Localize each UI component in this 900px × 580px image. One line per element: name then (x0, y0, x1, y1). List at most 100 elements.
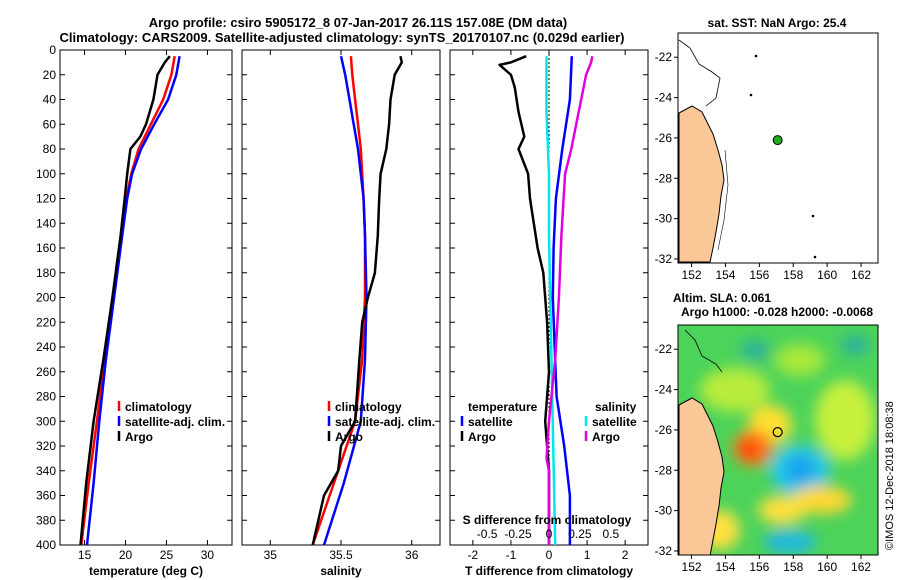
lat-tick-label: -22 (655, 50, 673, 64)
y-tick-label: 380 (36, 513, 56, 527)
x-axis-label: temperature (deg C) (89, 564, 203, 578)
island (749, 93, 753, 97)
lon-tick-label: 156 (749, 560, 769, 574)
temperature-legend: climatology satellite-adj. clim. Argo (117, 400, 225, 444)
lon-tick-label: 154 (715, 560, 735, 574)
sla-blob (775, 344, 825, 376)
lon-tick-label: 152 (682, 268, 702, 282)
temperature-panel: 15 20 25 3002040608010012014016018020022024… (36, 43, 233, 578)
lon-tick-label: 158 (783, 268, 803, 282)
y-tick-label: 20 (43, 68, 57, 82)
y-tick-label: 180 (36, 266, 56, 280)
y-tick-label: 80 (43, 142, 57, 156)
legend-argo-label: Argo (125, 430, 153, 444)
lon-tick-label: 156 (749, 268, 769, 282)
depth-contour (684, 329, 723, 373)
salinity-line-satellite-adj-clim- (322, 55, 368, 546)
lon-tick-label: 154 (715, 268, 735, 282)
legend-t-argo-label: Argo (468, 430, 496, 444)
legend-argo-label: Argo (335, 430, 363, 444)
lon-tick-label: 152 (682, 560, 702, 574)
island (813, 255, 817, 259)
sla-blob (758, 496, 806, 524)
legend-satellite-label: satellite-adj. clim. (335, 415, 435, 429)
x-tick-label: 25 (160, 548, 174, 562)
s-diff-tick-label: 0.25 (568, 527, 592, 541)
sla-blob (741, 340, 769, 360)
salinity-legend: climatology satellite-adj. clim. Argo (327, 400, 435, 444)
y-tick-label: 120 (36, 192, 56, 206)
y-tick-label: 140 (36, 216, 56, 230)
y-tick-label: 300 (36, 414, 56, 428)
australia-coast-land (678, 397, 725, 555)
temperature-line-argo (79, 55, 171, 546)
profile-location-marker (772, 135, 783, 146)
sst-map: sat. SST: NaN Argo: 25.4 -22 -24 -26 -28 -30… (655, 16, 879, 282)
legend-s-satellite-label: satellite (592, 415, 637, 429)
lat-tick-label: -32 (655, 252, 673, 266)
y-tick-label: 220 (36, 315, 56, 329)
difference-panel: -2 -1 0 1 2 T difference from climatology -0.5… (449, 49, 649, 578)
salinity-axes-frame (241, 49, 441, 546)
y-tick-label: 100 (36, 167, 56, 181)
depth-contour (717, 149, 729, 251)
lat-tick-label: -30 (655, 212, 673, 226)
legend-climatology-label: climatology (335, 400, 402, 414)
sla-map-frame (677, 324, 879, 556)
island (811, 214, 815, 218)
x-tick-label: 0 (546, 548, 553, 562)
y-tick-label: 260 (36, 365, 56, 379)
x-tick-label: 20 (119, 548, 133, 562)
y-tick-label: 40 (43, 93, 57, 107)
lon-tick-label: 162 (851, 560, 871, 574)
sla-blob (841, 335, 869, 355)
x-tick-label: 35 (264, 548, 278, 562)
s-difference-label: S difference from climatology (463, 513, 632, 527)
sla-blob (740, 441, 758, 459)
y-tick-label: 240 (36, 340, 56, 354)
sla-map-title1: Altim. SLA: 0.061 (673, 291, 771, 305)
lat-tick-label: -28 (655, 171, 673, 185)
s-diff-tick-label: -0.25 (504, 527, 532, 541)
lon-tick-label: 158 (783, 560, 803, 574)
imos-credit: ©IMOS 12-Dec-2018 18:08:38 (884, 401, 896, 550)
s-diff-tick-label: 0.5 (603, 527, 620, 541)
sla-blob (792, 486, 852, 514)
y-tick-label: 60 (43, 117, 57, 131)
difference-line-s-satellite (545, 56, 557, 546)
x-axis-label: salinity (320, 564, 362, 578)
sla-map: Altim. SLA: 0.061 Argo h1000: -0.028 h20… (655, 291, 879, 574)
lon-tick-label: 162 (851, 268, 871, 282)
figure-title-line2: Climatology: CARS2009. Satellite-adjuste… (60, 30, 625, 45)
lat-tick-label: -24 (655, 383, 673, 397)
legend-salinity-heading: salinity (595, 400, 637, 414)
difference-legend: temperature satellite Argo salinity sate… (460, 400, 637, 527)
y-tick-label: 340 (36, 464, 56, 478)
lat-tick-label: -24 (655, 91, 673, 105)
s-diff-tick-label: 0 (546, 527, 553, 541)
legend-t-satellite-label: satellite (468, 415, 513, 429)
x-tick-label: 30 (201, 548, 215, 562)
salinity-panel: 35 35.5 36 salinity climatology satellite-a… (241, 49, 441, 578)
sla-blob (786, 456, 814, 484)
y-tick-label: 160 (36, 241, 56, 255)
sla-map-title2: Argo h1000: -0.028 h2000: -0.0068 (681, 305, 873, 319)
y-tick-label: 320 (36, 439, 56, 453)
lat-tick-label: -26 (655, 131, 673, 145)
lat-tick-label: -22 (655, 342, 673, 356)
x-axis-label: T difference from climatology (465, 564, 633, 578)
y-tick-label: 0 (49, 43, 56, 57)
x-tick-label: 2 (622, 548, 629, 562)
y-tick-label: 400 (36, 538, 56, 552)
island (754, 54, 758, 58)
x-tick-label: 15 (78, 548, 92, 562)
x-tick-label: 36 (405, 548, 419, 562)
y-tick-label: 200 (36, 291, 56, 305)
lat-tick-label: -30 (655, 504, 673, 518)
x-tick-label: 1 (584, 548, 591, 562)
temperature-line-satellite-adj-clim- (85, 55, 181, 546)
sla-blob (700, 368, 770, 412)
salinity-line-argo (311, 55, 404, 546)
legend-satellite-label: satellite-adj. clim. (125, 415, 225, 429)
